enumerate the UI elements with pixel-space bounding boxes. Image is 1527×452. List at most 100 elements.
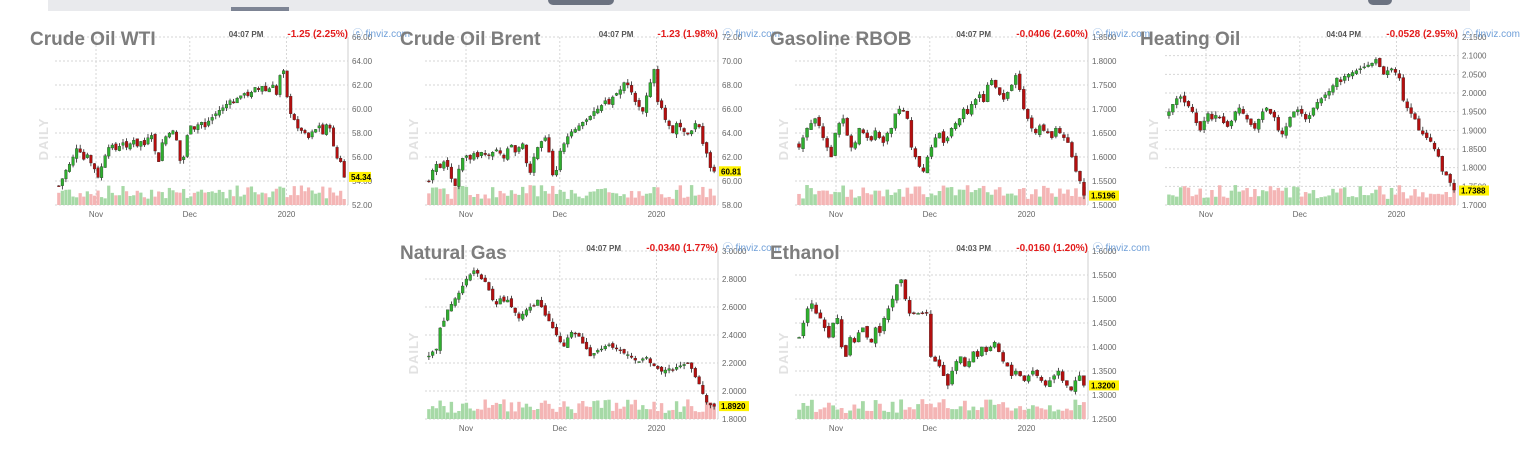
y-tick-label: 1.4500 [1092, 319, 1117, 328]
candle [573, 129, 577, 133]
volume-bar [460, 403, 465, 419]
candle [1425, 132, 1429, 138]
volume-bar [682, 197, 686, 205]
active-tab-indicator[interactable] [231, 7, 289, 11]
price-change: -0.0528 (2.95%) [1386, 29, 1458, 40]
volume-bar [637, 191, 641, 205]
candle [175, 131, 179, 141]
price-change: -1.23 (1.98%) [657, 29, 718, 40]
chart-natural-gas[interactable]: DAILY 3.0000 2.8000 2.6000 2.4000 2.2000 2.000… [400, 241, 780, 437]
volume-bar [146, 198, 150, 205]
candle [1311, 107, 1316, 116]
candle [303, 130, 307, 134]
candle [637, 361, 641, 363]
candle [521, 313, 525, 320]
volume-bar [1069, 410, 1074, 419]
volume-bar [539, 402, 544, 419]
volume-bar [483, 194, 487, 205]
y-tick-label: 1.5000 [1092, 201, 1117, 210]
volume-bar [1424, 197, 1429, 205]
chart-title: Natural Gas [400, 243, 507, 264]
volume-bar [189, 196, 193, 205]
candle [543, 305, 547, 316]
last-price-label: 54.34 [351, 173, 372, 182]
candle [457, 292, 461, 300]
volume-bar [873, 190, 878, 205]
volume-bar [678, 185, 683, 205]
candle [1327, 90, 1331, 96]
chart-heating-oil[interactable]: DAILY 2.1500 2.1000 2.0500 2.0000 1.9500 1.900… [1140, 27, 1520, 223]
volume-bar [314, 193, 318, 205]
candle [693, 123, 697, 130]
candle [885, 132, 889, 142]
volume-bar [142, 197, 147, 205]
volume-bar [1026, 408, 1031, 419]
candle [189, 125, 193, 135]
volume-bar [678, 411, 683, 419]
candle [82, 151, 86, 160]
chart-crude-oil-brent[interactable]: DAILY 72.00 70.00 68.00 66.00 64.00 62.00 60.00… [400, 27, 780, 223]
candle [950, 370, 954, 385]
candle [663, 107, 667, 120]
toolbar-button[interactable] [548, 0, 614, 5]
volume-bar [1043, 409, 1048, 419]
candle [117, 146, 121, 151]
chart-crude-oil-wti[interactable]: DAILY66.0064.0062.0060.0058.0056.0054.00… [30, 27, 410, 223]
volume-bar [1327, 195, 1331, 205]
chart-gasoline-rbob[interactable]: DAILY 1.8500 1.8000 1.7500 1.7000 1.6500 1.600… [770, 27, 1150, 223]
candle [1417, 118, 1421, 131]
volume-bar [929, 193, 934, 205]
candle [1018, 73, 1022, 90]
candle [506, 148, 510, 160]
volume-bar [292, 186, 296, 205]
volume-bar [648, 409, 653, 419]
volume-bar [928, 403, 933, 419]
candle [818, 312, 823, 319]
volume-bar [933, 407, 938, 419]
candle [957, 118, 962, 126]
volume-bar [592, 191, 596, 205]
volume-bar [704, 400, 709, 419]
candle [869, 338, 874, 343]
volume-bar [1214, 196, 1218, 205]
candle [998, 87, 1002, 95]
candle [581, 336, 585, 344]
volume-bar [430, 406, 435, 419]
volume-bar [917, 186, 922, 205]
candle [539, 141, 544, 148]
volume-bar [324, 198, 328, 205]
volume-bar [596, 400, 600, 419]
volume-bar [60, 190, 64, 205]
candle [969, 104, 974, 115]
price-change: -1.25 (2.25%) [287, 29, 348, 40]
toolbar-button-right[interactable] [1368, 0, 1392, 5]
price-change: -0.0340 (1.77%) [646, 243, 718, 254]
volume-bar [256, 194, 261, 205]
volume-bar [1038, 196, 1042, 205]
candle [449, 304, 453, 312]
candle [132, 140, 136, 145]
volume-bar [124, 191, 129, 205]
candle [675, 367, 679, 370]
candle [581, 122, 585, 127]
volume-bar [498, 404, 502, 419]
candle [185, 135, 189, 157]
candle [1202, 120, 1206, 130]
candle [644, 95, 649, 113]
candle [1052, 375, 1056, 380]
x-tick-label: Dec [553, 424, 567, 433]
candle [1253, 123, 1257, 129]
candle [829, 146, 833, 158]
candle [1343, 76, 1347, 81]
candle [1386, 70, 1390, 76]
volume-bar [607, 399, 611, 419]
volume-bar [671, 198, 675, 205]
volume-bar [1233, 185, 1238, 205]
candle [831, 322, 835, 338]
candle [446, 160, 450, 167]
volume-bar [957, 189, 962, 205]
chart-ethanol[interactable]: DAILY 1.6000 1.5500 1.5000 1.4500 1.4000 1.350… [770, 241, 1150, 437]
candle [1082, 181, 1086, 196]
x-tick-label: Nov [829, 210, 843, 219]
candle [464, 278, 468, 286]
